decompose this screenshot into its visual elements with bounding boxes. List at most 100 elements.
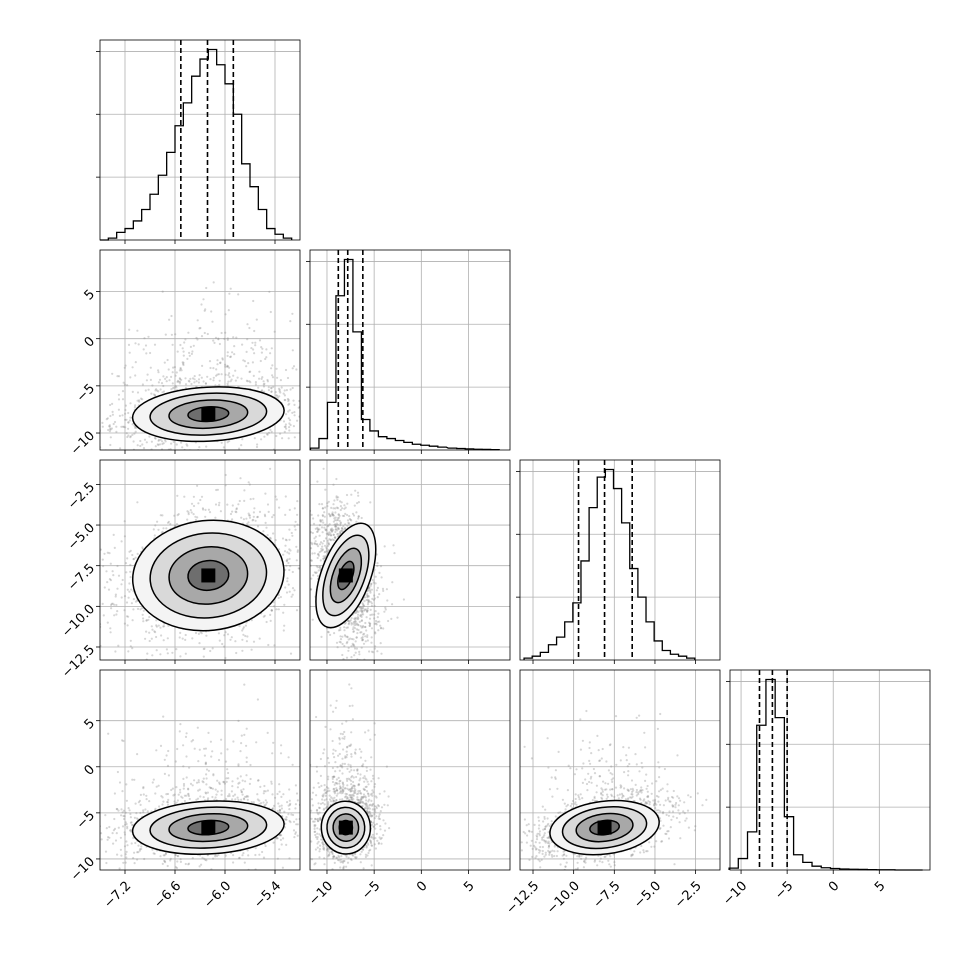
- pair-0-1-point: [248, 380, 251, 383]
- pair-0-2-point: [291, 570, 294, 574]
- pair-0-2-point: [141, 613, 144, 616]
- pair-0-1-point: [301, 387, 303, 389]
- pair-0-2-point: [242, 627, 245, 630]
- pair-0-1-point: [205, 445, 208, 448]
- hist-2-border: [519, 459, 721, 661]
- pair-0-3-point: [129, 812, 132, 816]
- pair-0-3-point: [164, 861, 167, 864]
- pair-0-2-point: [269, 537, 272, 540]
- pair-0-2-point: [128, 550, 131, 553]
- pair-0-3-point: [233, 793, 237, 796]
- pair-0-2-point: [190, 511, 193, 514]
- pair-0-1-point: [166, 454, 168, 456]
- pair-0-3-point: [308, 828, 310, 830]
- pair-0-1-point: [161, 290, 164, 293]
- pair-0-3-point: [105, 827, 108, 830]
- pair-0-3-point: [137, 851, 140, 854]
- pair-0-2-point: [297, 567, 300, 570]
- pair-0-3-point: [73, 818, 75, 820]
- pair-0-2-point: [285, 560, 288, 563]
- pair-0-1-point: [108, 425, 111, 428]
- pair-0-3-contour-0: [131, 800, 285, 855]
- pair-0-2-point: [202, 508, 205, 511]
- pair-0-2-point: [252, 518, 255, 521]
- pair-0-1-point: [273, 330, 276, 333]
- pair-0-1-point: [131, 423, 134, 426]
- pair-0-2-point: [106, 551, 109, 554]
- pair-0-2-point: [287, 561, 290, 565]
- pair-0-1-point: [112, 422, 115, 426]
- pair-0-3-point: [206, 791, 209, 794]
- pair-0-1-point: [133, 406, 136, 409]
- pair-0-2-point: [211, 647, 214, 650]
- pair-0-3-point: [294, 784, 297, 787]
- pair-0-3-point: [178, 730, 181, 733]
- pair-0-1-point: [238, 447, 241, 450]
- pair-0-2-point: [149, 670, 151, 672]
- pair-0-2-point: [269, 467, 272, 470]
- pair-0-3-point: [190, 740, 193, 743]
- pair-0-3-point: [181, 796, 184, 799]
- pair-0-2-point: [132, 558, 135, 561]
- pair-0-1-plot-area: [100, 281, 303, 456]
- pair-0-3-point: [134, 841, 137, 845]
- pair-0-3-point: [218, 781, 221, 784]
- pair-0-3-point: [272, 841, 275, 844]
- pair-0-1-point: [252, 299, 255, 303]
- pair-0-1-point: [134, 374, 137, 377]
- pair-0-3-point: [135, 812, 138, 815]
- pair-0-3-point: [163, 758, 166, 761]
- pair-0-3-point: [166, 801, 169, 804]
- pair-0-3-point: [275, 837, 278, 840]
- pair-0-3-point: [282, 837, 285, 840]
- pair-0-3-point: [226, 748, 229, 751]
- pair-0-2-point: [288, 548, 291, 551]
- pair-0-1-point: [212, 339, 215, 342]
- pair-0-3-point: [320, 735, 322, 737]
- pair-0-2-point: [116, 564, 119, 568]
- pair-0-3-point: [276, 836, 279, 840]
- pair-0-2-point: [184, 633, 187, 637]
- pair-0-3-ytick-label-2: 0: [82, 762, 98, 778]
- pair-0-1-point: [124, 418, 127, 421]
- pair-0-3-point: [288, 857, 291, 860]
- pair-0-3-point: [278, 805, 281, 808]
- pair-0-1-point: [249, 370, 252, 373]
- pair-0-2-point: [295, 609, 299, 612]
- pair-0-2-point: [105, 570, 108, 573]
- pair-0-2-point: [248, 514, 251, 517]
- pair-0-1-point: [254, 383, 257, 386]
- pair-0-1-point: [157, 390, 160, 393]
- pair-0-1-point: [212, 379, 215, 382]
- pair-0-3-point: [287, 756, 290, 759]
- pair-0-3-point: [294, 831, 297, 834]
- pair-0-2-point: [126, 624, 129, 627]
- pair-0-3-point: [121, 739, 124, 742]
- pair-0-2-point: [204, 508, 207, 511]
- pair-0-3-point: [201, 856, 204, 860]
- pair-0-2-point: [123, 595, 127, 598]
- pair-0-3-point: [121, 811, 124, 814]
- pair-0-3-point: [205, 773, 208, 776]
- pair-0-2-point: [226, 633, 230, 636]
- pair-0-1-point: [266, 380, 269, 383]
- pair-0-1-point: [195, 380, 198, 383]
- pair-0-3-point: [173, 793, 176, 796]
- pair-0-1-point: [153, 393, 157, 397]
- pair-0-2-point: [253, 507, 256, 510]
- pair-0-2-point: [54, 526, 56, 528]
- pair-0-3-point: [245, 760, 248, 764]
- pair-0-2-point: [229, 512, 233, 516]
- pair-0-1-point: [119, 447, 122, 450]
- pair-0-2-point: [240, 516, 243, 519]
- pair-0-3-point: [296, 834, 299, 837]
- pair-0-1-point: [143, 438, 147, 441]
- pair-0-3-point: [166, 792, 170, 796]
- pair-0-2-point: [286, 580, 289, 583]
- pair-0-2-point: [112, 574, 115, 577]
- pair-0-1-point: [108, 425, 111, 428]
- pair-0-1-point: [169, 448, 172, 450]
- pair-0-3-point: [283, 810, 286, 813]
- pair-0-3-point: [305, 812, 307, 814]
